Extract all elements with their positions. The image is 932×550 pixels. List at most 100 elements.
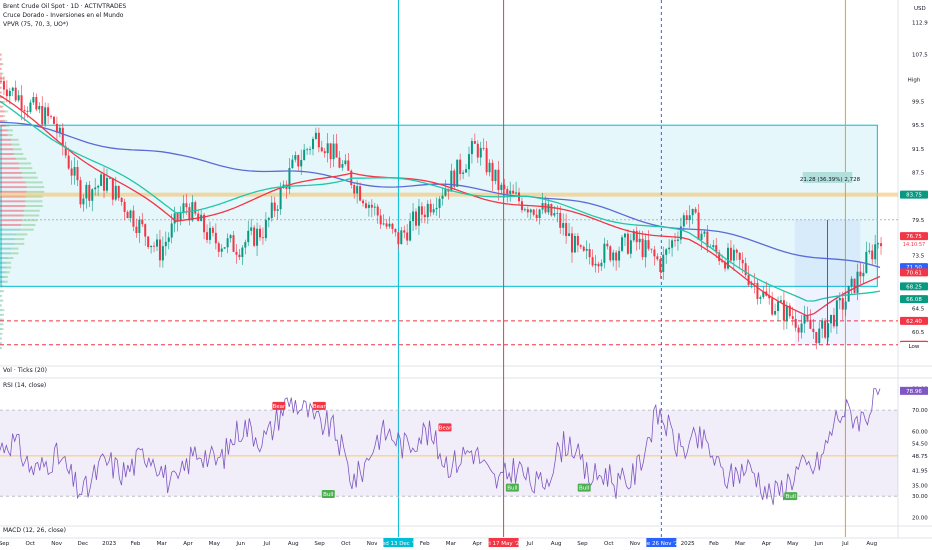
volume-profile-bar (2, 319, 4, 321)
volume-profile-bar (1, 342, 2, 344)
candle-body (545, 203, 547, 212)
candle-body (368, 205, 370, 208)
volume-profile-bar (0, 290, 2, 292)
volume-profile-bar (2, 290, 4, 292)
candle-body (862, 273, 864, 276)
candle-body (868, 251, 870, 252)
candle-body (121, 198, 123, 202)
rsi-signal-label-0: Bear (272, 404, 286, 410)
volume-profile-bar (0, 129, 8, 131)
volume-profile-bar (1, 295, 2, 297)
volume-profile-bar (0, 214, 24, 216)
candle-body (344, 160, 346, 164)
candle-body (759, 297, 761, 299)
time-tick-label-29: Apr (762, 541, 772, 547)
time-tick-label-17: Mar (446, 541, 457, 547)
volume-profile-bar (5, 110, 8, 112)
volume-profile-bar (0, 167, 19, 169)
candle-body (159, 239, 161, 260)
candle-body (665, 249, 667, 255)
candle-body (600, 263, 602, 266)
price-label-text-9: Low (909, 344, 920, 350)
volume-profile-bar (0, 224, 21, 226)
volume-profile-bar (0, 63, 2, 65)
candle-body (359, 186, 361, 200)
candle-body (736, 250, 738, 253)
volume-profile-bar (0, 58, 1, 60)
candle-body (94, 188, 96, 190)
time-tick-label-8: May (209, 541, 221, 547)
candle-body (689, 215, 691, 220)
volume-profile-bar (11, 248, 18, 250)
volume-profile-bar (24, 214, 40, 216)
volume-profile-bar (7, 267, 12, 269)
volume-profile-bar (8, 134, 13, 136)
candle-body (668, 248, 670, 250)
volume-profile-bar (25, 200, 42, 202)
volume-profile-bar (26, 181, 43, 183)
volume-profile-bar (23, 177, 38, 179)
time-tick-label-6: Mar (157, 541, 168, 547)
price-label-text-1: 83.75 (906, 193, 922, 199)
candle-body (515, 192, 517, 193)
price-tick-label-10: 73.5 (912, 253, 925, 259)
candle-body (397, 232, 399, 244)
candle-body (262, 237, 264, 238)
volume-profile-bar (0, 262, 7, 264)
candle-body (441, 196, 443, 199)
candle-body (103, 174, 105, 190)
time-tick-label-12: Sep (314, 541, 325, 547)
time-tick-label-33: Aug (866, 541, 877, 547)
candle-body (241, 248, 243, 257)
rsi-signal-label-1: Bear (313, 404, 327, 410)
volume-profile-bar (0, 125, 6, 127)
volume-profile-bar (14, 153, 23, 155)
volume-profile-bar (21, 224, 35, 226)
volume-profile-bar (20, 229, 33, 231)
candle-body (418, 206, 420, 225)
candle-body (35, 97, 37, 109)
volume-profile-bar (0, 333, 1, 335)
candle-body (47, 107, 49, 116)
candle-body (112, 178, 114, 200)
volume-profile-bar (3, 101, 5, 103)
time-tick-label-4: 2023 (102, 541, 116, 547)
candle-body (698, 213, 700, 240)
candle-body (15, 88, 17, 101)
symbol-title: Brent Crude Oil Spot · 1D · ACTIVTRADES (3, 3, 126, 10)
time-tick-label-31: Jun (814, 541, 824, 547)
volume-profile-bar (0, 300, 2, 302)
price-tick-label-3: 99.5 (912, 100, 925, 106)
candle-body (26, 111, 28, 112)
volume-profile-bar (0, 328, 2, 330)
volume-profile-bar (0, 115, 3, 117)
time-tick-label-32: Jul (841, 541, 849, 547)
volume-profile-bar (0, 200, 25, 202)
time-tick-label-18: Apr (473, 541, 483, 547)
volume-profile-bar (0, 177, 23, 179)
volume-pane-label: Vol · Ticks (20) (3, 367, 47, 374)
candle-body (506, 189, 508, 194)
candle-body (271, 203, 273, 218)
candle-body (459, 160, 461, 174)
rsi-pane-label: RSI (14, close) (3, 382, 46, 389)
candle-body (415, 212, 417, 226)
candle-body (3, 81, 5, 89)
candle-body (621, 237, 623, 251)
volume-profile-bar (15, 243, 25, 245)
volume-profile-bar (0, 285, 2, 287)
candle-body (297, 155, 299, 166)
candle-body (265, 220, 267, 238)
candle-body (389, 224, 391, 227)
volume-profile-bar (16, 158, 27, 160)
candle-body (780, 300, 782, 301)
candle-body (659, 259, 661, 272)
candle-body (524, 209, 526, 210)
volume-profile-bar (1, 333, 2, 335)
price-tick-label-13: 64.5 (912, 307, 925, 313)
rsi-tick-label-5: 41.95 (912, 468, 928, 474)
measure-label: 21.28 (36.39%) 2,728 (800, 177, 861, 183)
candle-body (386, 223, 388, 226)
candle-body (362, 201, 364, 204)
candle-body (547, 204, 549, 212)
